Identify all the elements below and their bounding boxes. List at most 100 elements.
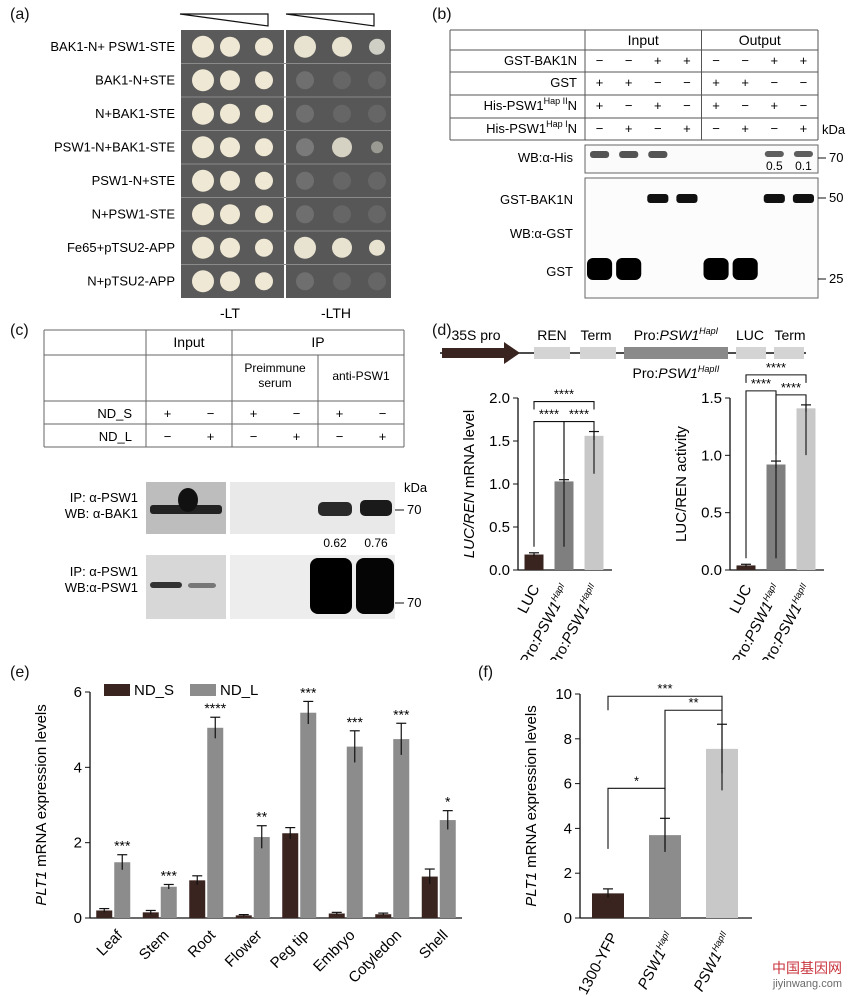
pulldown-sign: −	[683, 75, 691, 90]
yeast-spot-lth	[296, 138, 314, 157]
y-axis-label: LUC/REN activity	[673, 426, 690, 542]
panel-d-label: (d)	[432, 322, 452, 339]
coip-quant: 0.62	[323, 536, 347, 550]
overexpression-plot: 0 2 4 6 8 10 PLT1 mRNA expression levels 1300-Y…	[523, 681, 752, 996]
coip-blot2-label: WB:α-PSW1	[65, 580, 138, 595]
gst-band	[616, 258, 642, 280]
panel-b-label: (b)	[432, 6, 452, 23]
coip-blot2-label: IP: α-PSW1	[70, 564, 138, 579]
yeast-spot-lth	[333, 205, 351, 224]
x-tick-label: PSW1HapI	[634, 929, 679, 992]
yeast-spot-lth	[296, 171, 314, 190]
yeast-spot-lt	[192, 102, 214, 125]
coip-sign: +	[250, 406, 258, 421]
yeast-spot-lth	[368, 71, 386, 90]
yeast-spot-lt	[192, 203, 214, 226]
yeast-spot-lt	[255, 205, 273, 224]
psw1-band	[150, 582, 182, 588]
x-tick-label: Peg tip	[267, 927, 312, 972]
yeast-row-label: PSW1-N+BAK1-STE	[54, 139, 175, 154]
yeast-spot-lt	[192, 35, 214, 58]
y-tick-label: 0.5	[489, 519, 510, 536]
y-tick-label: 1.5	[489, 433, 510, 450]
yeast-spot-lth	[296, 104, 314, 123]
pulldown-sign: −	[771, 75, 779, 90]
pulldown-panel: Input Output GST-BAK1N − − + + − − + + GST + + − − + + − − H…	[449, 29, 846, 299]
yeast-spot-lth	[368, 205, 386, 224]
yeast-spot-lt	[192, 136, 214, 159]
watermark-url: jiyinwang.com	[772, 978, 842, 990]
pulldown-sign: +	[800, 121, 808, 136]
term1-label: Term	[580, 327, 611, 343]
coip-sign: +	[379, 429, 387, 444]
psw1-band	[310, 558, 352, 614]
his-band	[590, 151, 610, 158]
pulldown-sign: −	[683, 98, 691, 113]
35s-promoter-arrow	[442, 342, 520, 364]
y-axis-label: LUC/REN mRNA level	[461, 410, 478, 558]
yeast-spot-lt	[192, 69, 214, 92]
bar	[421, 876, 438, 918]
yeast-two-hybrid-panel: BAK1-N+ PSW1-STE BAK1-N+STE N+BAK1-STE PSW1…	[50, 13, 391, 321]
pulldown-sign: −	[625, 53, 633, 68]
legend-swatch-nd-s	[104, 684, 130, 696]
pulldown-sign: −	[625, 98, 633, 113]
legend-label-nd-s: ND_S	[134, 682, 174, 699]
coip-sign: −	[250, 429, 258, 444]
site-watermark: 中国基因网 jiyinwang.com	[772, 958, 842, 990]
panel-f-label: (f)	[478, 664, 494, 681]
his-band	[793, 151, 813, 157]
significance-bracket	[533, 420, 565, 547]
pulldown-sign: −	[596, 53, 604, 68]
pulldown-sign: +	[771, 98, 779, 113]
significance-label: ***	[393, 706, 410, 722]
significance-bracket	[745, 390, 777, 559]
bar	[328, 913, 345, 918]
bak1-band	[318, 502, 352, 516]
yeast-spot-lth	[371, 141, 383, 154]
psw1-band	[356, 558, 394, 614]
y-tick-label: 6	[564, 776, 572, 793]
yeast-spot-lt	[220, 137, 240, 158]
medium-lt-label: -LT	[220, 305, 240, 321]
coip-sign: −	[293, 406, 301, 421]
pulldown-kda-label: kDa	[822, 122, 846, 137]
significance-bracket	[533, 400, 595, 410]
yeast-spot-lth	[332, 36, 352, 57]
term2-box	[774, 347, 804, 359]
y-tick-label: 2.0	[489, 390, 510, 407]
gst-band	[732, 258, 758, 280]
yeast-spot-lt	[192, 270, 214, 293]
his-quant: 0.5	[766, 159, 783, 173]
pulldown-sign: +	[654, 98, 662, 113]
pulldown-sign: +	[712, 98, 720, 113]
yeast-spot-lth	[296, 205, 314, 224]
yeast-spot-lth	[369, 38, 385, 55]
kda-marker: 70	[407, 502, 421, 517]
pulldown-sign: −	[712, 121, 720, 136]
yeast-spot-lth	[333, 71, 351, 90]
y-tick-label: 6	[74, 684, 82, 701]
yeast-spot-lt	[192, 236, 214, 259]
yeast-spot-lt	[255, 138, 273, 157]
pulldown-sign: −	[596, 121, 604, 136]
kda-marker: 25	[829, 271, 843, 286]
yeast-spot-lth	[332, 137, 352, 158]
bar	[96, 910, 113, 918]
pulldown-output-header: Output	[739, 32, 781, 48]
x-tick-label: Root	[185, 926, 220, 961]
y-tick-label: 1.0	[489, 476, 510, 493]
y-tick-label: 10	[555, 686, 572, 703]
coip-sign: +	[336, 406, 344, 421]
significance-label: ****	[751, 376, 771, 391]
yeast-row-label: N+PSW1-STE	[92, 206, 176, 221]
significance-label: ****	[554, 387, 574, 402]
coip-sign: +	[293, 429, 301, 444]
gst-band	[587, 258, 613, 280]
pulldown-sign: +	[683, 53, 691, 68]
yeast-row-labels: BAK1-N+ PSW1-STE BAK1-N+STE N+BAK1-STE PSW1…	[50, 39, 175, 289]
yeast-spot-lth	[368, 171, 386, 190]
psw1-band	[188, 583, 216, 588]
